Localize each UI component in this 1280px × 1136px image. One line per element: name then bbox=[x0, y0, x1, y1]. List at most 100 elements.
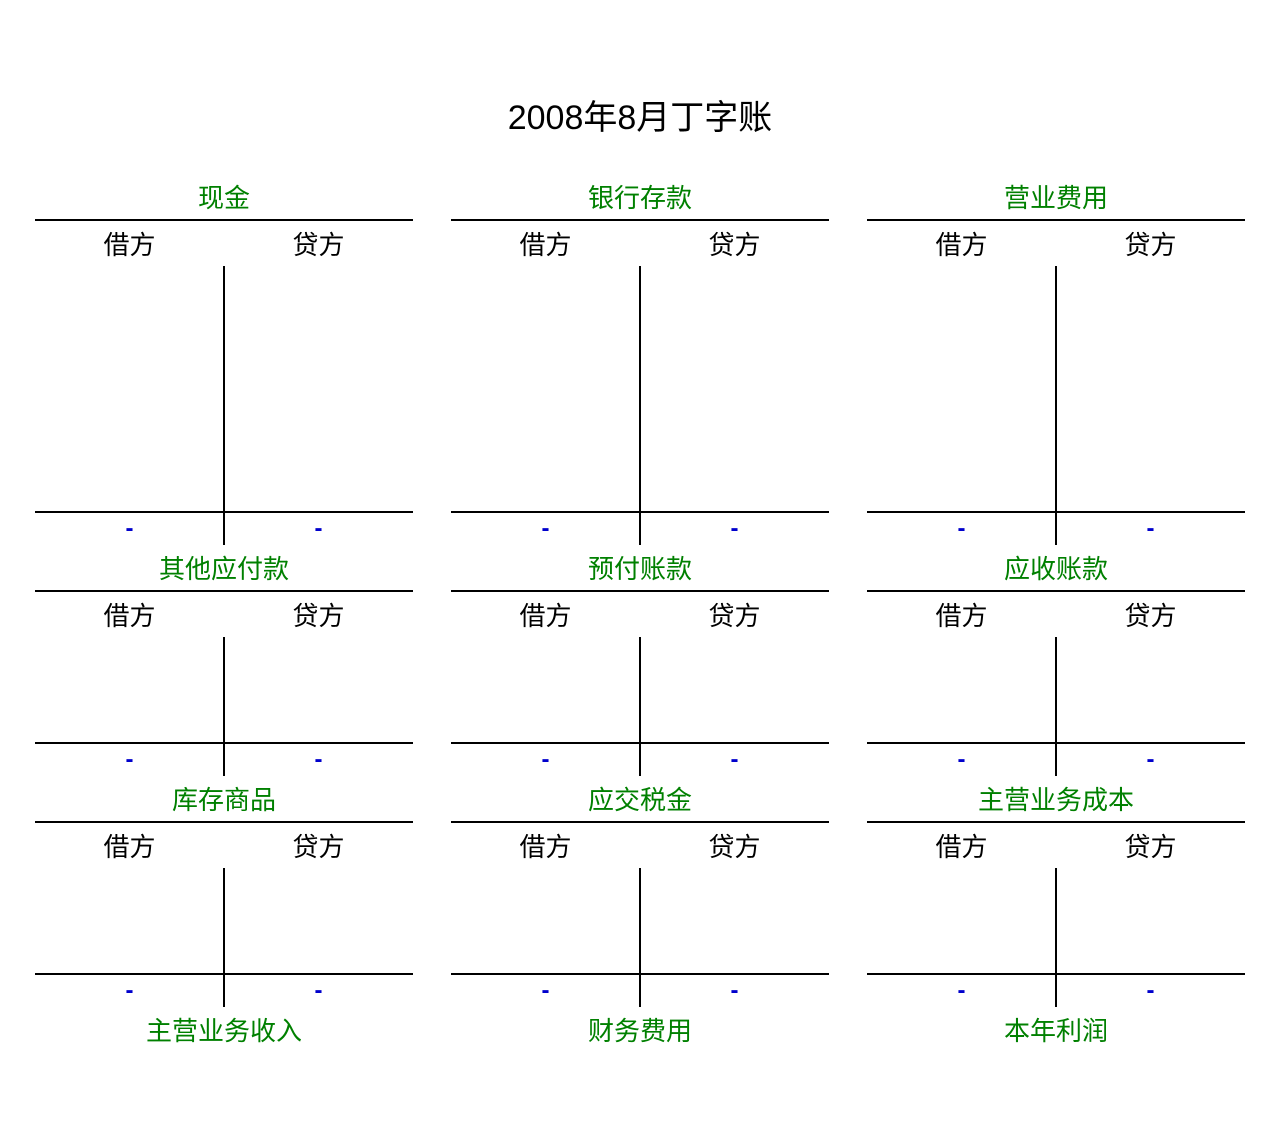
credit-side bbox=[640, 868, 829, 973]
debit-header: 借方 bbox=[867, 823, 1056, 868]
page-title: 2008年8月丁字账 bbox=[35, 90, 1245, 139]
account-header: 借方贷方 bbox=[35, 590, 413, 637]
debit-side bbox=[451, 637, 640, 742]
t-account: 库存商品借方贷方-- bbox=[35, 776, 413, 1007]
account-header: 借方贷方 bbox=[451, 590, 829, 637]
account-name: 银行存款 bbox=[451, 174, 829, 219]
credit-header: 贷方 bbox=[640, 221, 829, 266]
account-header: 借方贷方 bbox=[451, 219, 829, 266]
credit-header: 贷方 bbox=[1056, 221, 1245, 266]
account-header: 借方贷方 bbox=[451, 821, 829, 868]
account-name: 财务费用 bbox=[451, 1007, 829, 1052]
t-account: 银行存款借方贷方 -- bbox=[451, 174, 829, 545]
debit-header: 借方 bbox=[35, 221, 224, 266]
t-account: 预付账款借方贷方-- bbox=[451, 545, 829, 776]
account-name: 主营业务成本 bbox=[867, 776, 1245, 821]
account-body bbox=[867, 266, 1245, 511]
t-account: 应收账款借方贷方 -- bbox=[867, 545, 1245, 776]
account-body bbox=[35, 868, 413, 973]
account-total-row: -- bbox=[35, 511, 413, 545]
debit-side bbox=[867, 637, 1056, 742]
debit-total: - bbox=[867, 513, 1056, 545]
credit-total: - bbox=[224, 513, 413, 545]
credit-total: - bbox=[1056, 513, 1245, 545]
account-total-row: -- bbox=[451, 511, 829, 545]
debit-side bbox=[867, 868, 1056, 973]
debit-total: - bbox=[451, 744, 640, 776]
account-total-row: -- bbox=[451, 973, 829, 1007]
t-account: 现金借方贷方 -- bbox=[35, 174, 413, 545]
credit-total: - bbox=[224, 744, 413, 776]
account-name: 本年利润 bbox=[867, 1007, 1245, 1052]
debit-header: 借方 bbox=[35, 592, 224, 637]
t-account: 财务费用 bbox=[451, 1007, 829, 1052]
t-account-grid: 现金借方贷方--银行存款借方贷方--营业费用借方贷方--其他应付款借方贷方--预… bbox=[35, 174, 1245, 1052]
debit-header: 借方 bbox=[867, 221, 1056, 266]
t-account: 应交税金借方贷方 -- bbox=[451, 776, 829, 1007]
debit-total: - bbox=[35, 744, 224, 776]
debit-side bbox=[35, 868, 224, 973]
account-header: 借方贷方 bbox=[867, 590, 1245, 637]
credit-side bbox=[224, 266, 413, 511]
credit-header: 贷方 bbox=[1056, 592, 1245, 637]
account-body bbox=[451, 868, 829, 973]
t-account: 营业费用借方贷方 -- bbox=[867, 174, 1245, 545]
debit-side bbox=[867, 266, 1056, 511]
account-name: 主营业务收入 bbox=[35, 1007, 413, 1052]
debit-total: - bbox=[867, 975, 1056, 1007]
account-total-row: -- bbox=[867, 973, 1245, 1007]
t-account: 其他应付款借方贷方 -- bbox=[35, 545, 413, 776]
credit-header: 贷方 bbox=[640, 592, 829, 637]
credit-side bbox=[1056, 266, 1245, 511]
credit-total: - bbox=[640, 975, 829, 1007]
credit-total: - bbox=[640, 513, 829, 545]
credit-total: - bbox=[640, 744, 829, 776]
debit-total: - bbox=[451, 513, 640, 545]
debit-side bbox=[35, 266, 224, 511]
account-header: 借方贷方 bbox=[867, 821, 1245, 868]
debit-total: - bbox=[451, 975, 640, 1007]
account-total-row: -- bbox=[35, 973, 413, 1007]
credit-side bbox=[224, 637, 413, 742]
credit-total: - bbox=[1056, 975, 1245, 1007]
account-body bbox=[451, 266, 829, 511]
account-total-row: -- bbox=[451, 742, 829, 776]
debit-total: - bbox=[867, 744, 1056, 776]
credit-side bbox=[640, 266, 829, 511]
account-name: 现金 bbox=[35, 174, 413, 219]
account-header: 借方贷方 bbox=[867, 219, 1245, 266]
account-body bbox=[451, 637, 829, 742]
ledger-page: 2008年8月丁字账 现金借方贷方--银行存款借方贷方--营业费用借方贷方--其… bbox=[0, 0, 1280, 1052]
account-body bbox=[35, 637, 413, 742]
account-name: 其他应付款 bbox=[35, 545, 413, 590]
credit-header: 贷方 bbox=[640, 823, 829, 868]
account-total-row: -- bbox=[867, 742, 1245, 776]
t-account: 主营业务成本借方贷方 -- bbox=[867, 776, 1245, 1007]
account-body bbox=[867, 868, 1245, 973]
credit-total: - bbox=[1056, 744, 1245, 776]
account-name: 应交税金 bbox=[451, 776, 829, 821]
debit-header: 借方 bbox=[451, 592, 640, 637]
account-total-row: -- bbox=[867, 511, 1245, 545]
account-body bbox=[867, 637, 1245, 742]
t-account: 本年利润 bbox=[867, 1007, 1245, 1052]
debit-header: 借方 bbox=[451, 823, 640, 868]
account-name: 营业费用 bbox=[867, 174, 1245, 219]
debit-side bbox=[35, 637, 224, 742]
credit-header: 贷方 bbox=[224, 221, 413, 266]
debit-total: - bbox=[35, 975, 224, 1007]
account-header: 借方贷方 bbox=[35, 219, 413, 266]
credit-header: 贷方 bbox=[224, 592, 413, 637]
debit-side bbox=[451, 868, 640, 973]
credit-total: - bbox=[224, 975, 413, 1007]
account-total-row: -- bbox=[35, 742, 413, 776]
credit-side bbox=[224, 868, 413, 973]
debit-total: - bbox=[35, 513, 224, 545]
account-body bbox=[35, 266, 413, 511]
t-account: 主营业务收入 bbox=[35, 1007, 413, 1052]
credit-side bbox=[1056, 868, 1245, 973]
account-name: 应收账款 bbox=[867, 545, 1245, 590]
credit-side bbox=[640, 637, 829, 742]
credit-side bbox=[1056, 637, 1245, 742]
debit-header: 借方 bbox=[35, 823, 224, 868]
